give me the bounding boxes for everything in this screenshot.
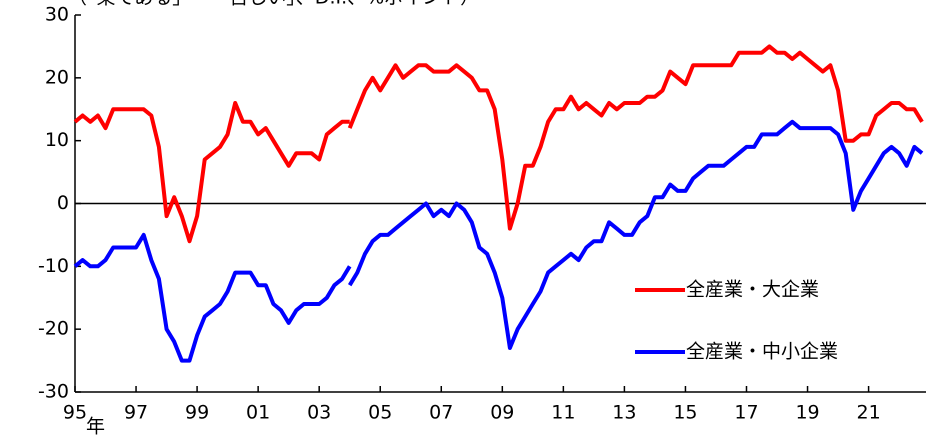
- legend-label: 全産業・大企業: [686, 279, 819, 301]
- x-tick-label: 17: [734, 402, 758, 424]
- x-tick-label: 09: [490, 402, 514, 424]
- legend-label: 全産業・中小企業: [686, 341, 838, 363]
- x-tick-label: 05: [368, 402, 392, 424]
- y-tick-label: 20: [45, 66, 69, 88]
- y-tick-label: 10: [45, 129, 69, 151]
- x-tick-label: 03: [307, 402, 331, 424]
- chart-title: （「楽である」－「苦しい」、D.I.、%ポイント）: [68, 0, 479, 9]
- y-tick-label: 0: [57, 192, 69, 214]
- series-line: [73, 44, 924, 244]
- x-tick-label: 95: [63, 402, 87, 424]
- y-tick-label: 30: [45, 4, 69, 26]
- y-tick-label: -20: [38, 318, 69, 340]
- x-tick-label: 01: [246, 402, 270, 424]
- x-tick-label: 97: [124, 402, 148, 424]
- x-tick-label: 21: [856, 402, 880, 424]
- y-tick-label: -30: [38, 381, 69, 403]
- x-tick-label: 15: [673, 402, 697, 424]
- x-tick-label: 13: [612, 402, 636, 424]
- series-line: [73, 119, 924, 363]
- x-tick-label: 99: [185, 402, 209, 424]
- x-tick-label: 11: [551, 402, 575, 424]
- x-tick-label: 07: [429, 402, 453, 424]
- y-tick-label: -10: [38, 255, 69, 277]
- x-axis-label: 年: [86, 416, 105, 437]
- x-tick-label: 19: [795, 402, 819, 424]
